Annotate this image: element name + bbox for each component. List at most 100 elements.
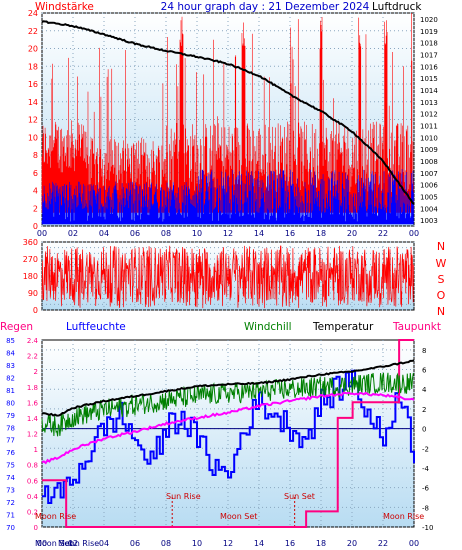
left-axis-label: Windstärke bbox=[35, 1, 94, 13]
x-tick-label: 16 bbox=[285, 229, 295, 238]
x-tick-label: 12 bbox=[223, 539, 233, 548]
moon-set-label: Moon Set bbox=[220, 512, 257, 521]
y-tick-label-pressure: 1007 bbox=[420, 170, 438, 178]
x-tick-label: 08 bbox=[161, 229, 171, 238]
y-tick-label-humidity: 83 bbox=[6, 362, 15, 370]
y-tick-label-wind: 18 bbox=[28, 62, 38, 71]
y-tick-label-temperature: -4 bbox=[422, 465, 430, 473]
y-tick-label-direction: 270 bbox=[23, 255, 38, 264]
x-tick-label: 20 bbox=[347, 229, 357, 238]
x-tick-label: 00 bbox=[409, 539, 419, 548]
y-tick-label-rain: 0.6 bbox=[27, 477, 39, 485]
temperature-series bbox=[41, 359, 415, 417]
y-tick-label-direction: 90 bbox=[28, 289, 38, 298]
x-tick-label: 12 bbox=[223, 229, 233, 238]
right-axis-label: Luftdruck bbox=[372, 1, 422, 13]
direction-letter: S bbox=[438, 273, 445, 286]
direction-letter: N bbox=[437, 305, 445, 318]
x-tick-label: 04 bbox=[99, 539, 109, 548]
y-tick-label-pressure: 1010 bbox=[420, 134, 438, 142]
y-tick-label-pressure: 1004 bbox=[420, 205, 438, 213]
y-tick-label-temperature: -8 bbox=[422, 504, 429, 512]
sun-set-label: Sun Set bbox=[284, 492, 315, 501]
y-tick-label-humidity: 72 bbox=[6, 499, 15, 507]
y-tick-label-rain: 1.6 bbox=[27, 399, 39, 407]
x-tick-label: 14 bbox=[254, 229, 264, 238]
y-tick-label-rain: 2.4 bbox=[27, 337, 39, 345]
y-tick-label-temperature: 2 bbox=[422, 406, 426, 414]
wind-direction-series bbox=[41, 245, 414, 309]
y-tick-label-humidity: 84 bbox=[6, 349, 15, 357]
x-tick-label: 04 bbox=[99, 229, 109, 238]
y-tick-label-pressure: 1013 bbox=[420, 99, 438, 107]
moon-rise-label-2: Moon Rise bbox=[383, 512, 424, 521]
y-tick-label-humidity: 78 bbox=[6, 424, 15, 432]
y-tick-label-humidity: 85 bbox=[6, 337, 15, 345]
y-tick-label-wind: 6 bbox=[33, 169, 38, 178]
y-tick-label-wind: 2 bbox=[33, 204, 38, 213]
x-tick-label: 18 bbox=[316, 229, 326, 238]
bottom-moon-rise: Moon Rise bbox=[58, 539, 99, 548]
y-tick-label-temperature: -6 bbox=[422, 485, 430, 493]
chart-title: 24 hour graph day : 21 Dezember 2024 bbox=[161, 1, 370, 13]
x-tick-label: 10 bbox=[192, 539, 202, 548]
y-tick-label-rain: 2.2 bbox=[27, 353, 38, 361]
y-tick-label-humidity: 74 bbox=[6, 474, 15, 482]
y-tick-label-wind: 8 bbox=[33, 151, 38, 160]
y-tick-label-humidity: 71 bbox=[6, 512, 15, 520]
y-tick-label-rain: 2 bbox=[34, 368, 38, 376]
y-tick-label-rain: 0.4 bbox=[27, 493, 39, 501]
x-tick-label: 00 bbox=[409, 229, 419, 238]
x-tick-label: 08 bbox=[161, 539, 171, 548]
x-tick-label: 00 bbox=[37, 539, 47, 548]
y-tick-label-rain: 0.2 bbox=[27, 508, 38, 516]
x-tick-label: 06 bbox=[130, 229, 140, 238]
y-tick-label-direction: 0 bbox=[33, 306, 38, 315]
y-tick-label-wind: 24 bbox=[28, 9, 38, 18]
y-tick-label-wind: 20 bbox=[28, 45, 38, 54]
y-tick-label-humidity: 75 bbox=[6, 462, 15, 470]
x-tick-label: 14 bbox=[254, 539, 264, 548]
direction-letter: O bbox=[437, 289, 446, 302]
y-tick-label-temperature: 8 bbox=[422, 347, 426, 355]
y-tick-label-direction: 180 bbox=[23, 272, 38, 281]
legend-temperatur: Temperatur bbox=[312, 321, 374, 333]
x-tick-label: 02 bbox=[68, 229, 78, 238]
y-tick-label-pressure: 1018 bbox=[420, 40, 438, 48]
direction-letter: W bbox=[436, 257, 447, 270]
y-tick-label-rain: 0 bbox=[34, 524, 38, 532]
y-tick-label-pressure: 1006 bbox=[420, 182, 438, 190]
y-tick-label-humidity: 81 bbox=[6, 387, 15, 395]
y-tick-label-pressure: 1012 bbox=[420, 111, 438, 119]
x-tick-label: 10 bbox=[192, 229, 202, 238]
x-tick-label: 16 bbox=[285, 539, 295, 548]
y-tick-label-wind: 10 bbox=[28, 133, 38, 142]
y-tick-label-humidity: 70 bbox=[6, 524, 15, 532]
y-tick-label-rain: 0.8 bbox=[27, 462, 38, 470]
rain-series bbox=[42, 339, 414, 528]
humidity-series bbox=[42, 369, 415, 504]
y-tick-label-pressure: 1008 bbox=[420, 158, 438, 166]
y-tick-label-humidity: 80 bbox=[6, 399, 15, 407]
y-tick-label-pressure: 1003 bbox=[420, 217, 438, 225]
y-tick-label-pressure: 1019 bbox=[420, 28, 438, 36]
y-tick-label-pressure: 1015 bbox=[420, 75, 438, 83]
y-tick-label-temperature: 0 bbox=[422, 426, 426, 434]
y-tick-label-temperature: 4 bbox=[422, 386, 427, 394]
x-tick-label: 06 bbox=[130, 539, 140, 548]
y-tick-label-wind: 4 bbox=[33, 187, 38, 196]
dewpoint-series bbox=[41, 391, 415, 465]
bottom-moon-set: Moon Set bbox=[35, 539, 72, 548]
y-tick-label-humidity: 82 bbox=[6, 374, 15, 382]
y-tick-label-pressure: 1005 bbox=[420, 193, 438, 201]
windchill-series bbox=[41, 372, 415, 437]
y-tick-label-temperature: -2 bbox=[422, 445, 429, 453]
legend-luftfeuchte: Luftfeuchte bbox=[66, 321, 126, 333]
y-tick-label-pressure: 1020 bbox=[420, 16, 438, 24]
y-tick-label-rain: 1.4 bbox=[27, 415, 39, 423]
legend-regen: Regen bbox=[0, 321, 33, 333]
wind-average-series bbox=[41, 169, 414, 225]
y-tick-label-rain: 1.8 bbox=[27, 384, 38, 392]
